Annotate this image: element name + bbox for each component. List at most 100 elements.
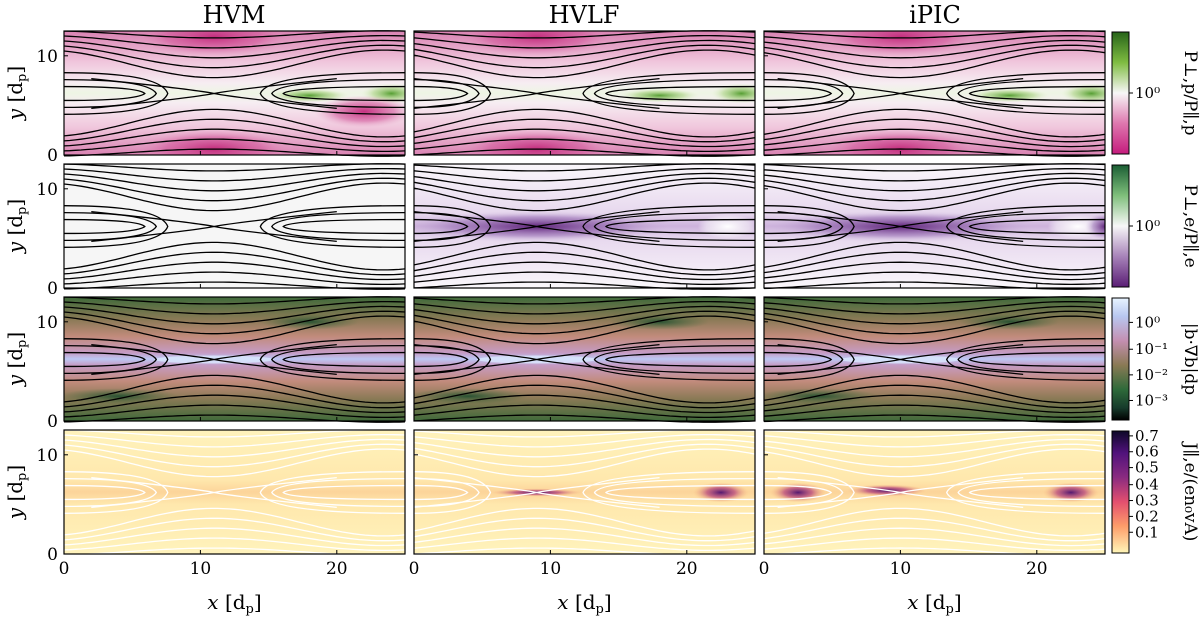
axes-labels: 0 10 y [dp] 0 10 y [dp] 0 10 y [dp] 0 10 20 0 10 0 10 20… — [3, 47, 1048, 617]
field-line — [63, 163, 406, 172]
panel-frame — [413, 296, 756, 422]
field-line — [63, 167, 406, 182]
field-line — [63, 507, 406, 537]
anisotropy-blob — [820, 129, 981, 155]
field-line — [413, 34, 756, 49]
field-line-island — [945, 471, 1106, 514]
x-tick-label: 20 — [326, 559, 348, 579]
field-lines — [63, 30, 406, 157]
field-line-island — [957, 344, 1106, 375]
field-line — [63, 108, 406, 138]
colorbar-tick-label: 0.1 — [1135, 523, 1159, 541]
separatrix — [91, 476, 337, 509]
field-line — [763, 182, 1106, 212]
field-line-island — [604, 484, 756, 501]
field-line — [413, 182, 756, 212]
curvature-blob — [764, 388, 879, 405]
colorbars: 10⁰ P⊥,p/P∥,p 10⁰ P⊥,e/P∥,e 10⁰ 10⁻¹ 10⁻² 10⁻³ |… — [1111, 31, 1200, 554]
field-line-island — [259, 72, 406, 115]
field-line — [413, 310, 756, 335]
field-line-island — [968, 218, 1106, 235]
field-line-island — [945, 72, 1106, 115]
separatrix — [777, 210, 1024, 243]
field-line-island — [945, 205, 1106, 248]
panel-frame — [763, 30, 1106, 156]
colorbar-2 — [1111, 164, 1130, 288]
x-tick-label: 20 — [1026, 559, 1048, 579]
field-line-island — [763, 218, 833, 235]
x-axis-label: x [dp] — [207, 590, 261, 617]
field-line — [63, 182, 406, 212]
panel-r1-hvm — [64, 31, 405, 155]
field-line — [763, 34, 1106, 49]
field-line — [413, 547, 756, 556]
y-axis-label: y [dp] — [3, 199, 30, 254]
colorbar-label-4: J∥,e/(en₀vA) — [1180, 441, 1200, 542]
panel-frame — [413, 429, 756, 555]
y-axis-label: y [dp] — [3, 465, 30, 520]
field-line — [413, 394, 756, 414]
field-line — [63, 44, 406, 69]
field-line — [413, 527, 756, 547]
field-line — [413, 44, 756, 69]
field-line — [763, 404, 1106, 419]
field-line — [63, 315, 406, 345]
panel-frame — [763, 163, 1106, 289]
separatrix — [413, 343, 660, 376]
heatmap-background — [64, 430, 405, 554]
field-line-island — [413, 211, 480, 242]
panel-frame — [413, 30, 756, 156]
field-line — [413, 108, 756, 138]
field-line — [413, 517, 756, 542]
x-tick-label: 10 — [890, 559, 912, 579]
field-line — [63, 251, 406, 276]
y-tick-label: 10 — [36, 446, 58, 466]
field-line — [63, 527, 406, 547]
y-tick-label: 10 — [36, 47, 58, 67]
field-lines — [63, 429, 406, 556]
column-title-hvm: HVM — [203, 1, 266, 29]
panel-frame — [413, 163, 756, 289]
colorbar-label-1: P⊥,p/P∥,p — [1180, 50, 1200, 135]
field-line-island — [593, 477, 756, 508]
separatrix — [777, 77, 1024, 110]
field-line — [763, 148, 1106, 157]
field-line-island — [413, 344, 480, 375]
colorbar-tick-label: 10⁻³ — [1135, 391, 1168, 409]
field-line — [763, 438, 1106, 458]
y-tick-label: 10 — [36, 180, 58, 200]
field-line-island — [763, 85, 833, 102]
field-line — [413, 384, 756, 409]
field-line-island — [413, 338, 492, 381]
column-title-ipic: iPIC — [909, 1, 961, 29]
field-line-island — [413, 218, 469, 235]
field-line — [413, 128, 756, 148]
field-line-island — [604, 351, 756, 368]
field-line-island — [63, 484, 146, 501]
separatrix — [91, 343, 337, 376]
field-line-island — [413, 78, 480, 109]
field-line-island — [271, 78, 406, 109]
field-line — [763, 305, 1106, 325]
field-line — [413, 148, 756, 157]
panel-frame — [63, 30, 406, 156]
field-line — [63, 118, 406, 143]
field-line — [413, 448, 756, 478]
field-line — [413, 315, 756, 345]
field-line-island — [63, 351, 146, 368]
field-line-island — [593, 344, 756, 375]
x-tick-label: 10 — [540, 559, 562, 579]
field-line — [763, 414, 1106, 423]
separatrix — [413, 210, 660, 243]
field-line — [63, 429, 406, 438]
separatrix — [91, 77, 337, 110]
colorbar-tick-label: 0.2 — [1135, 507, 1159, 525]
curvature-blob — [959, 313, 1060, 330]
field-line — [763, 172, 1106, 192]
field-line — [763, 527, 1106, 547]
field-line — [413, 281, 756, 290]
field-line — [763, 251, 1106, 276]
panel-grid — [63, 30, 1106, 556]
field-line-island — [968, 351, 1106, 368]
field-line — [413, 271, 756, 286]
